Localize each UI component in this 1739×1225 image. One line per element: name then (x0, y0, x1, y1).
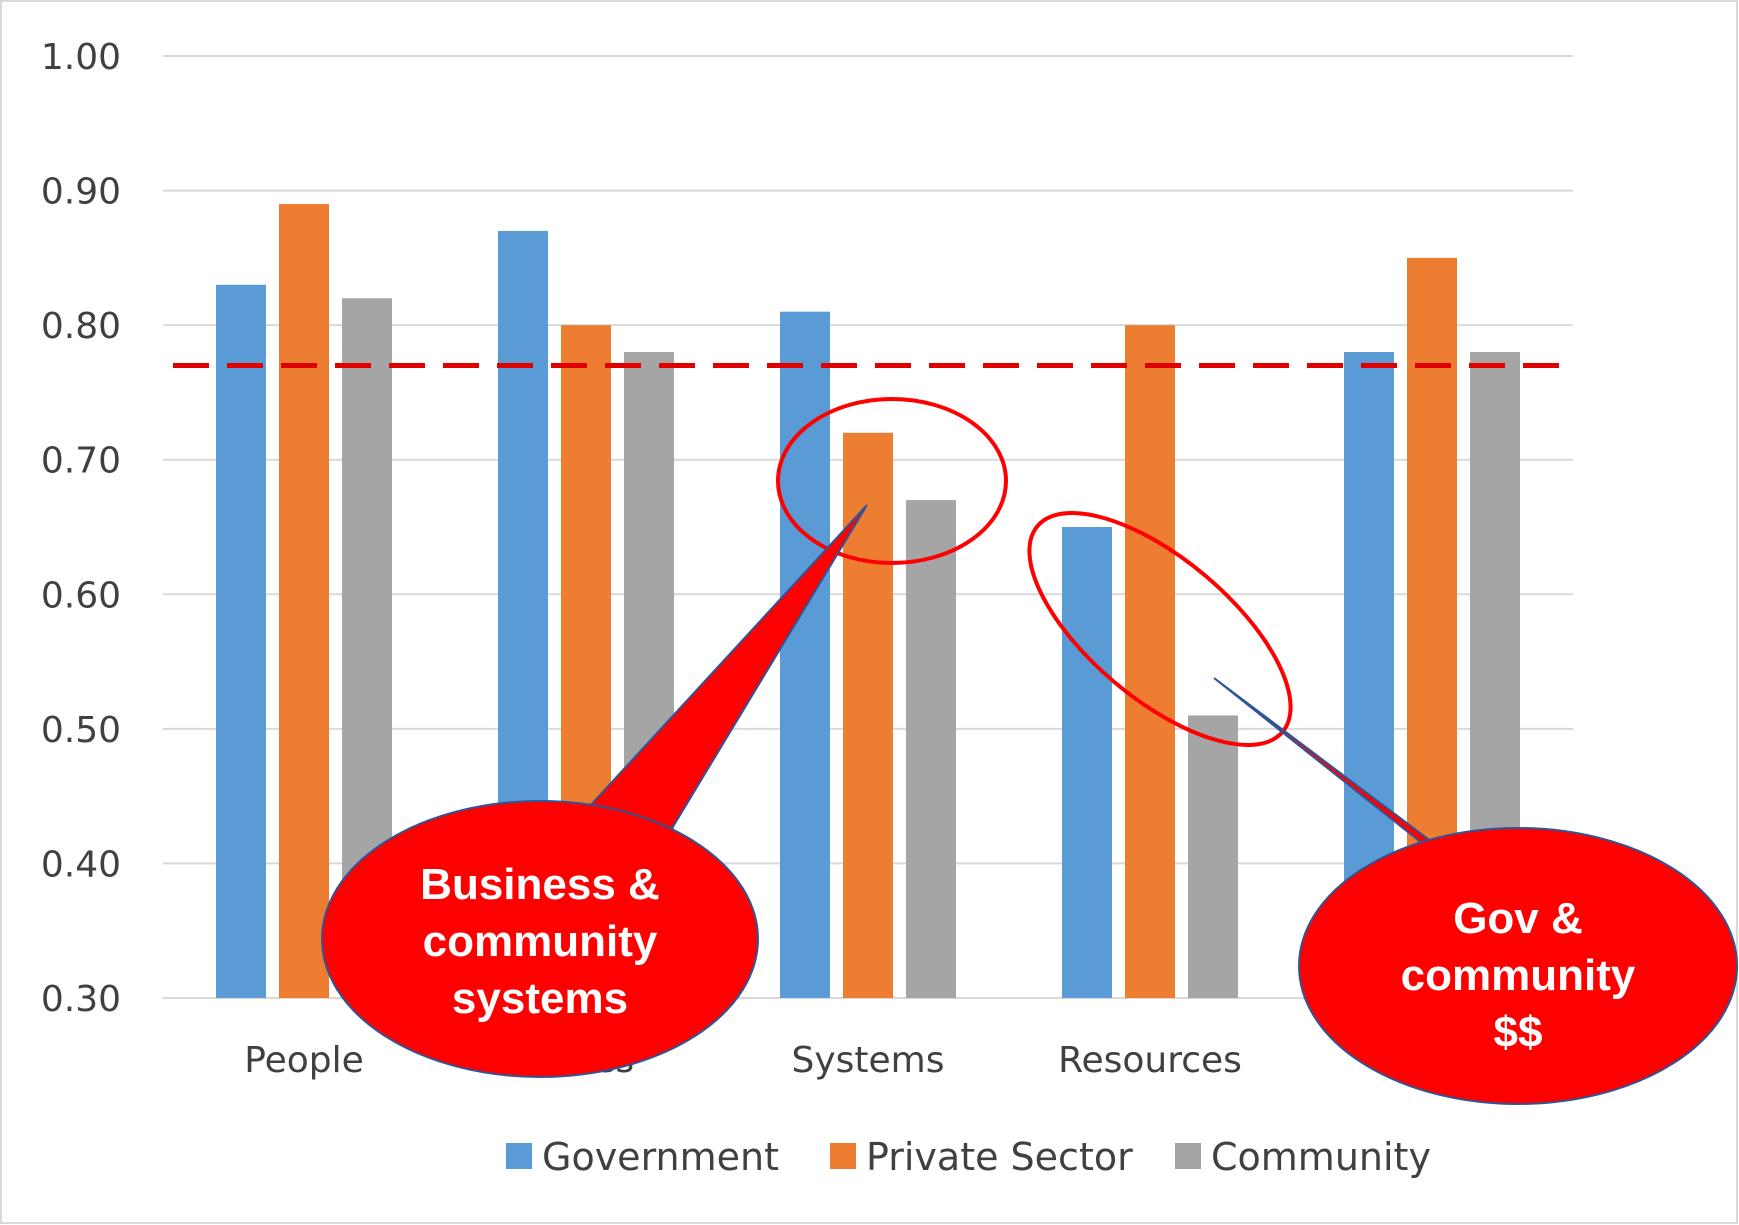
callout-text: Gov & (1453, 894, 1583, 943)
x-tick-label: People (244, 1040, 364, 1081)
callout-text: community (1401, 951, 1636, 1000)
bar-private-sector (1125, 325, 1175, 999)
highlight-ellipse (776, 397, 1008, 565)
callout-bubble (321, 800, 759, 1078)
callout-bubble (1298, 827, 1738, 1105)
y-tick-label: 0.40 (41, 844, 121, 885)
y-tick-label: 0.50 (41, 710, 121, 751)
callout-text: Business & (420, 860, 660, 909)
x-tick-label: Systems (792, 1040, 945, 1081)
legend-label: Private Sector (866, 1135, 1133, 1179)
legend-swatch (1175, 1143, 1201, 1169)
bar-government (216, 284, 266, 998)
callout-text: systems (452, 974, 628, 1023)
y-tick-label: 0.90 (41, 172, 121, 213)
legend-swatch (506, 1143, 532, 1169)
y-tick-label: 0.60 (41, 575, 121, 616)
legend: Government Private Sector Community (506, 1135, 1431, 1179)
y-tick-label: 1.00 (41, 37, 121, 78)
bar-community (1188, 715, 1238, 998)
y-tick-label: 0.30 (41, 979, 121, 1020)
callout-text: $$ (1494, 1008, 1543, 1057)
legend-swatch (830, 1143, 856, 1169)
y-tick-label: 0.80 (41, 306, 121, 347)
bar-community (906, 500, 956, 998)
bar-private-sector (843, 432, 893, 998)
y-tick-label: 0.70 (41, 441, 121, 482)
x-tick-label: Resources (1058, 1040, 1242, 1081)
callouts: Business & community systems Gov & community… (321, 504, 1738, 1105)
legend-label: Government (542, 1135, 779, 1179)
bar-private-sector (279, 204, 329, 998)
callout-text: community (423, 917, 658, 966)
y-axis-ticks: 0.30 0.40 0.50 0.60 0.70 0.80 0.90 1.00 (41, 37, 121, 1020)
legend-label: Community (1211, 1135, 1431, 1179)
bar-government (1062, 527, 1112, 998)
